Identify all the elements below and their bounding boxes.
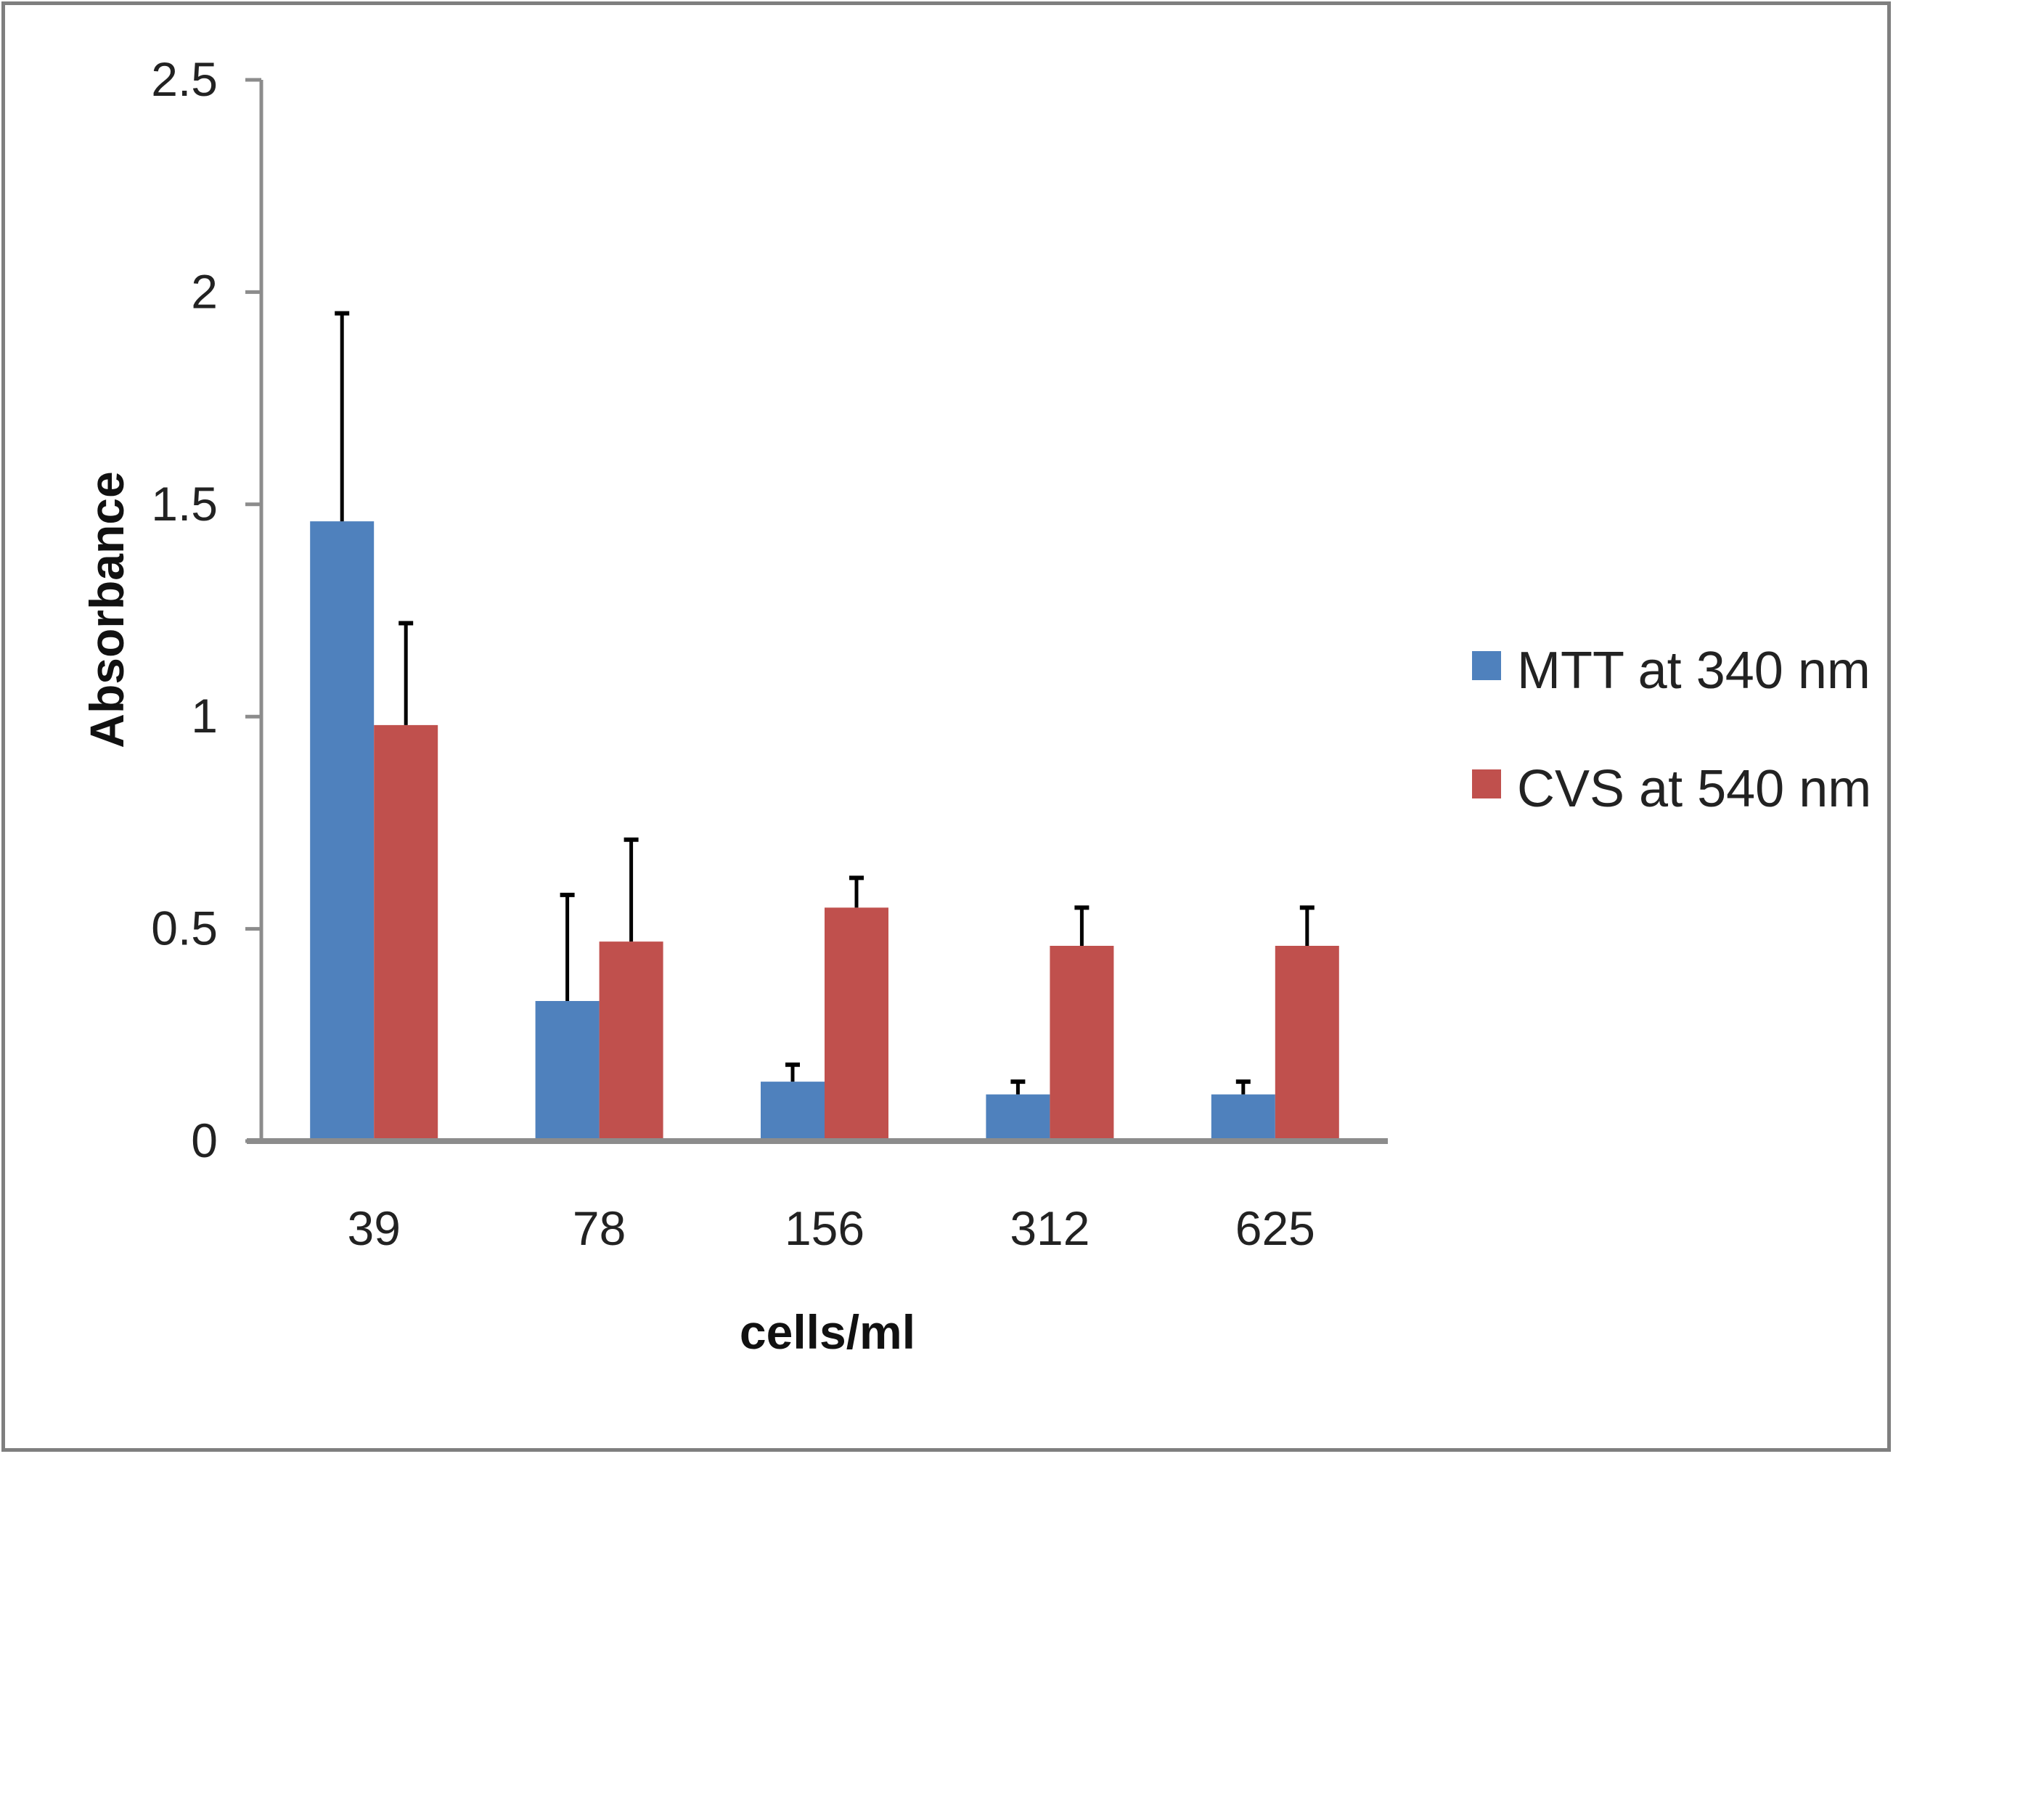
legend-swatch-mtt bbox=[1472, 651, 1501, 680]
x-tick-label: 78 bbox=[573, 1201, 626, 1255]
x-tick-label: 312 bbox=[1010, 1201, 1090, 1255]
error-bar-cvs-78 bbox=[624, 837, 639, 942]
error-bar-cvs-156 bbox=[849, 875, 864, 908]
y-tick-label: 1.5 bbox=[151, 477, 218, 531]
axes-layer bbox=[247, 80, 1388, 1144]
x-tick-label: 625 bbox=[1235, 1201, 1315, 1255]
error-bar-mtt-625 bbox=[1235, 1079, 1251, 1095]
bar-cvs-156 bbox=[825, 907, 888, 1141]
x-tick-label: 156 bbox=[785, 1201, 864, 1255]
bar-cvs-625 bbox=[1275, 945, 1339, 1141]
legend-swatch-cvs bbox=[1472, 769, 1501, 798]
bar-cvs-312 bbox=[1050, 945, 1114, 1141]
bar-cvs-78 bbox=[599, 941, 663, 1141]
bar-cvs-39 bbox=[374, 724, 438, 1141]
x-axis-title: cells/ml bbox=[740, 1305, 915, 1359]
y-tick-label: 1 bbox=[191, 689, 218, 743]
error-bar-mtt-312 bbox=[1010, 1079, 1026, 1095]
x-tick-label: 39 bbox=[347, 1201, 400, 1255]
bar-mtt-39 bbox=[310, 521, 375, 1141]
y-axis-title: Absorbance bbox=[80, 471, 134, 748]
bar-mtt-78 bbox=[535, 1001, 600, 1141]
error-bar-mtt-78 bbox=[560, 892, 575, 1002]
legend-label-mtt: MTT at 340 nm bbox=[1517, 642, 1871, 700]
error-bar-mtt-39 bbox=[335, 311, 350, 522]
bar-mtt-312 bbox=[986, 1094, 1050, 1141]
bar-mtt-625 bbox=[1211, 1094, 1275, 1141]
legend: MTT at 340 nm CVS at 540 nm bbox=[1472, 642, 1871, 818]
bars-layer bbox=[310, 521, 1339, 1141]
x-ticks-layer: 39 78 156 312 625 bbox=[347, 1201, 1315, 1255]
y-tick-label: 0.5 bbox=[151, 902, 218, 955]
y-tick-label: 2 bbox=[191, 264, 218, 318]
error-bar-mtt-156 bbox=[785, 1062, 800, 1082]
y-tick-label: 2.5 bbox=[151, 52, 218, 106]
error-bar-cvs-312 bbox=[1074, 905, 1090, 946]
bar-mtt-156 bbox=[761, 1082, 825, 1141]
error-bar-cvs-625 bbox=[1299, 905, 1315, 946]
error-bars-layer bbox=[335, 311, 1315, 1095]
error-bar-cvs-39 bbox=[398, 621, 414, 725]
y-tick-label: 0 bbox=[191, 1114, 218, 1167]
legend-label-cvs: CVS at 540 nm bbox=[1517, 760, 1871, 818]
y-ticks-layer: 0 0.5 1 1.5 2 2.5 bbox=[151, 52, 261, 1167]
